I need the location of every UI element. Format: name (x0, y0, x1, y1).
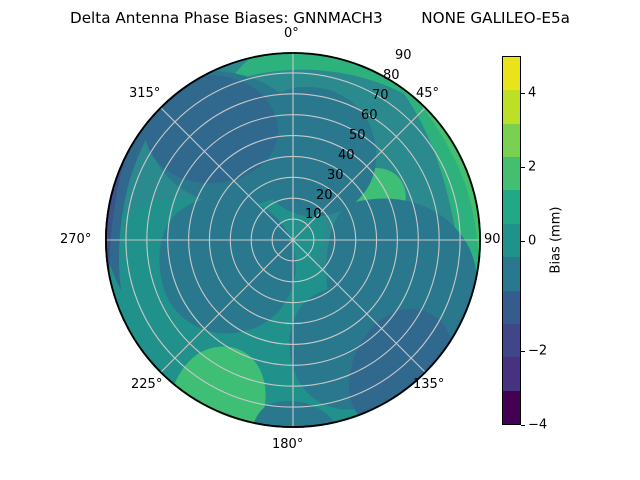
colorbar-band-5 (503, 223, 520, 258)
colorbar-tick-mark-neg4 (521, 425, 525, 426)
colorbar-band-0 (503, 390, 520, 424)
theta-tick-label-270: 270° (60, 232, 92, 247)
colorbar-band-10 (503, 57, 520, 91)
polar-grid (105, 52, 481, 428)
colorbar-tick-mark-0 (521, 240, 525, 242)
colorbar-tick-label-0: 0 (528, 233, 537, 248)
colorbar-band-7 (503, 157, 520, 191)
colorbar-tick-mark-2 (521, 166, 525, 168)
theta-tick-label-90: 90 (484, 232, 501, 247)
colorbar-tick-label-neg2: −2 (528, 343, 548, 359)
polar-plot-svg (105, 52, 481, 428)
colorbar-band-9 (503, 90, 520, 124)
colorbar-tick-label-neg4: −4 (528, 417, 548, 433)
contour-band-pos2-c (168, 346, 266, 428)
r-tick-label-30: 30 (327, 168, 344, 183)
colorbar[interactable]: −4 −2 0 2 4 (502, 56, 547, 433)
r-tick-label-20: 20 (316, 188, 333, 203)
colorbar-band-2 (503, 323, 520, 358)
grid-spoke-45-225 (159, 106, 427, 374)
r-tick-label-80: 80 (383, 68, 400, 83)
colorbar-axis-label: Bias (mm) (548, 206, 564, 274)
r-tick-label-50: 50 (349, 128, 366, 143)
r-tick-label-10: 10 (305, 207, 322, 222)
colorbar-band-8 (503, 123, 520, 158)
colorbar-tick-label-4: 4 (528, 85, 537, 101)
colorbar-tick-label-2: 2 (528, 159, 537, 175)
contour-band-neg1-d (159, 196, 296, 334)
colorbar-tick-mark-neg2 (521, 351, 525, 353)
polar-axes: 10 20 30 40 50 60 70 80 90 (105, 48, 481, 428)
contour-band-neg1-f (248, 401, 345, 428)
r-tick-label-90: 90 (395, 48, 412, 63)
r-tick-label-40: 40 (338, 148, 355, 163)
theta-tick-label-180: 180° (272, 437, 304, 452)
polar-spine (105, 52, 481, 428)
contour-band-neg2-a (143, 74, 278, 184)
r-tick-label-70: 70 (372, 88, 389, 103)
colorbar-tick-mark-4 (521, 92, 525, 94)
page-title: Delta Antenna Phase Biases: GNNMACH3 NON… (70, 9, 570, 27)
r-tick-label-60: 60 (361, 108, 378, 123)
theta-tick-label-135: 135° (413, 377, 445, 392)
theta-tick-label-45: 45° (416, 86, 440, 101)
contour-band-pos2-b (227, 52, 410, 97)
colorbar-band-4 (503, 257, 520, 291)
colorbar-gradient (502, 56, 521, 425)
colorbar-band-6 (503, 190, 520, 224)
theta-tick-label-0: 0° (284, 26, 299, 41)
colorbar-band-3 (503, 290, 520, 324)
colorbar-band-1 (503, 357, 520, 391)
theta-tick-label-225: 225° (131, 377, 163, 392)
theta-tick-label-315: 315° (129, 86, 161, 101)
